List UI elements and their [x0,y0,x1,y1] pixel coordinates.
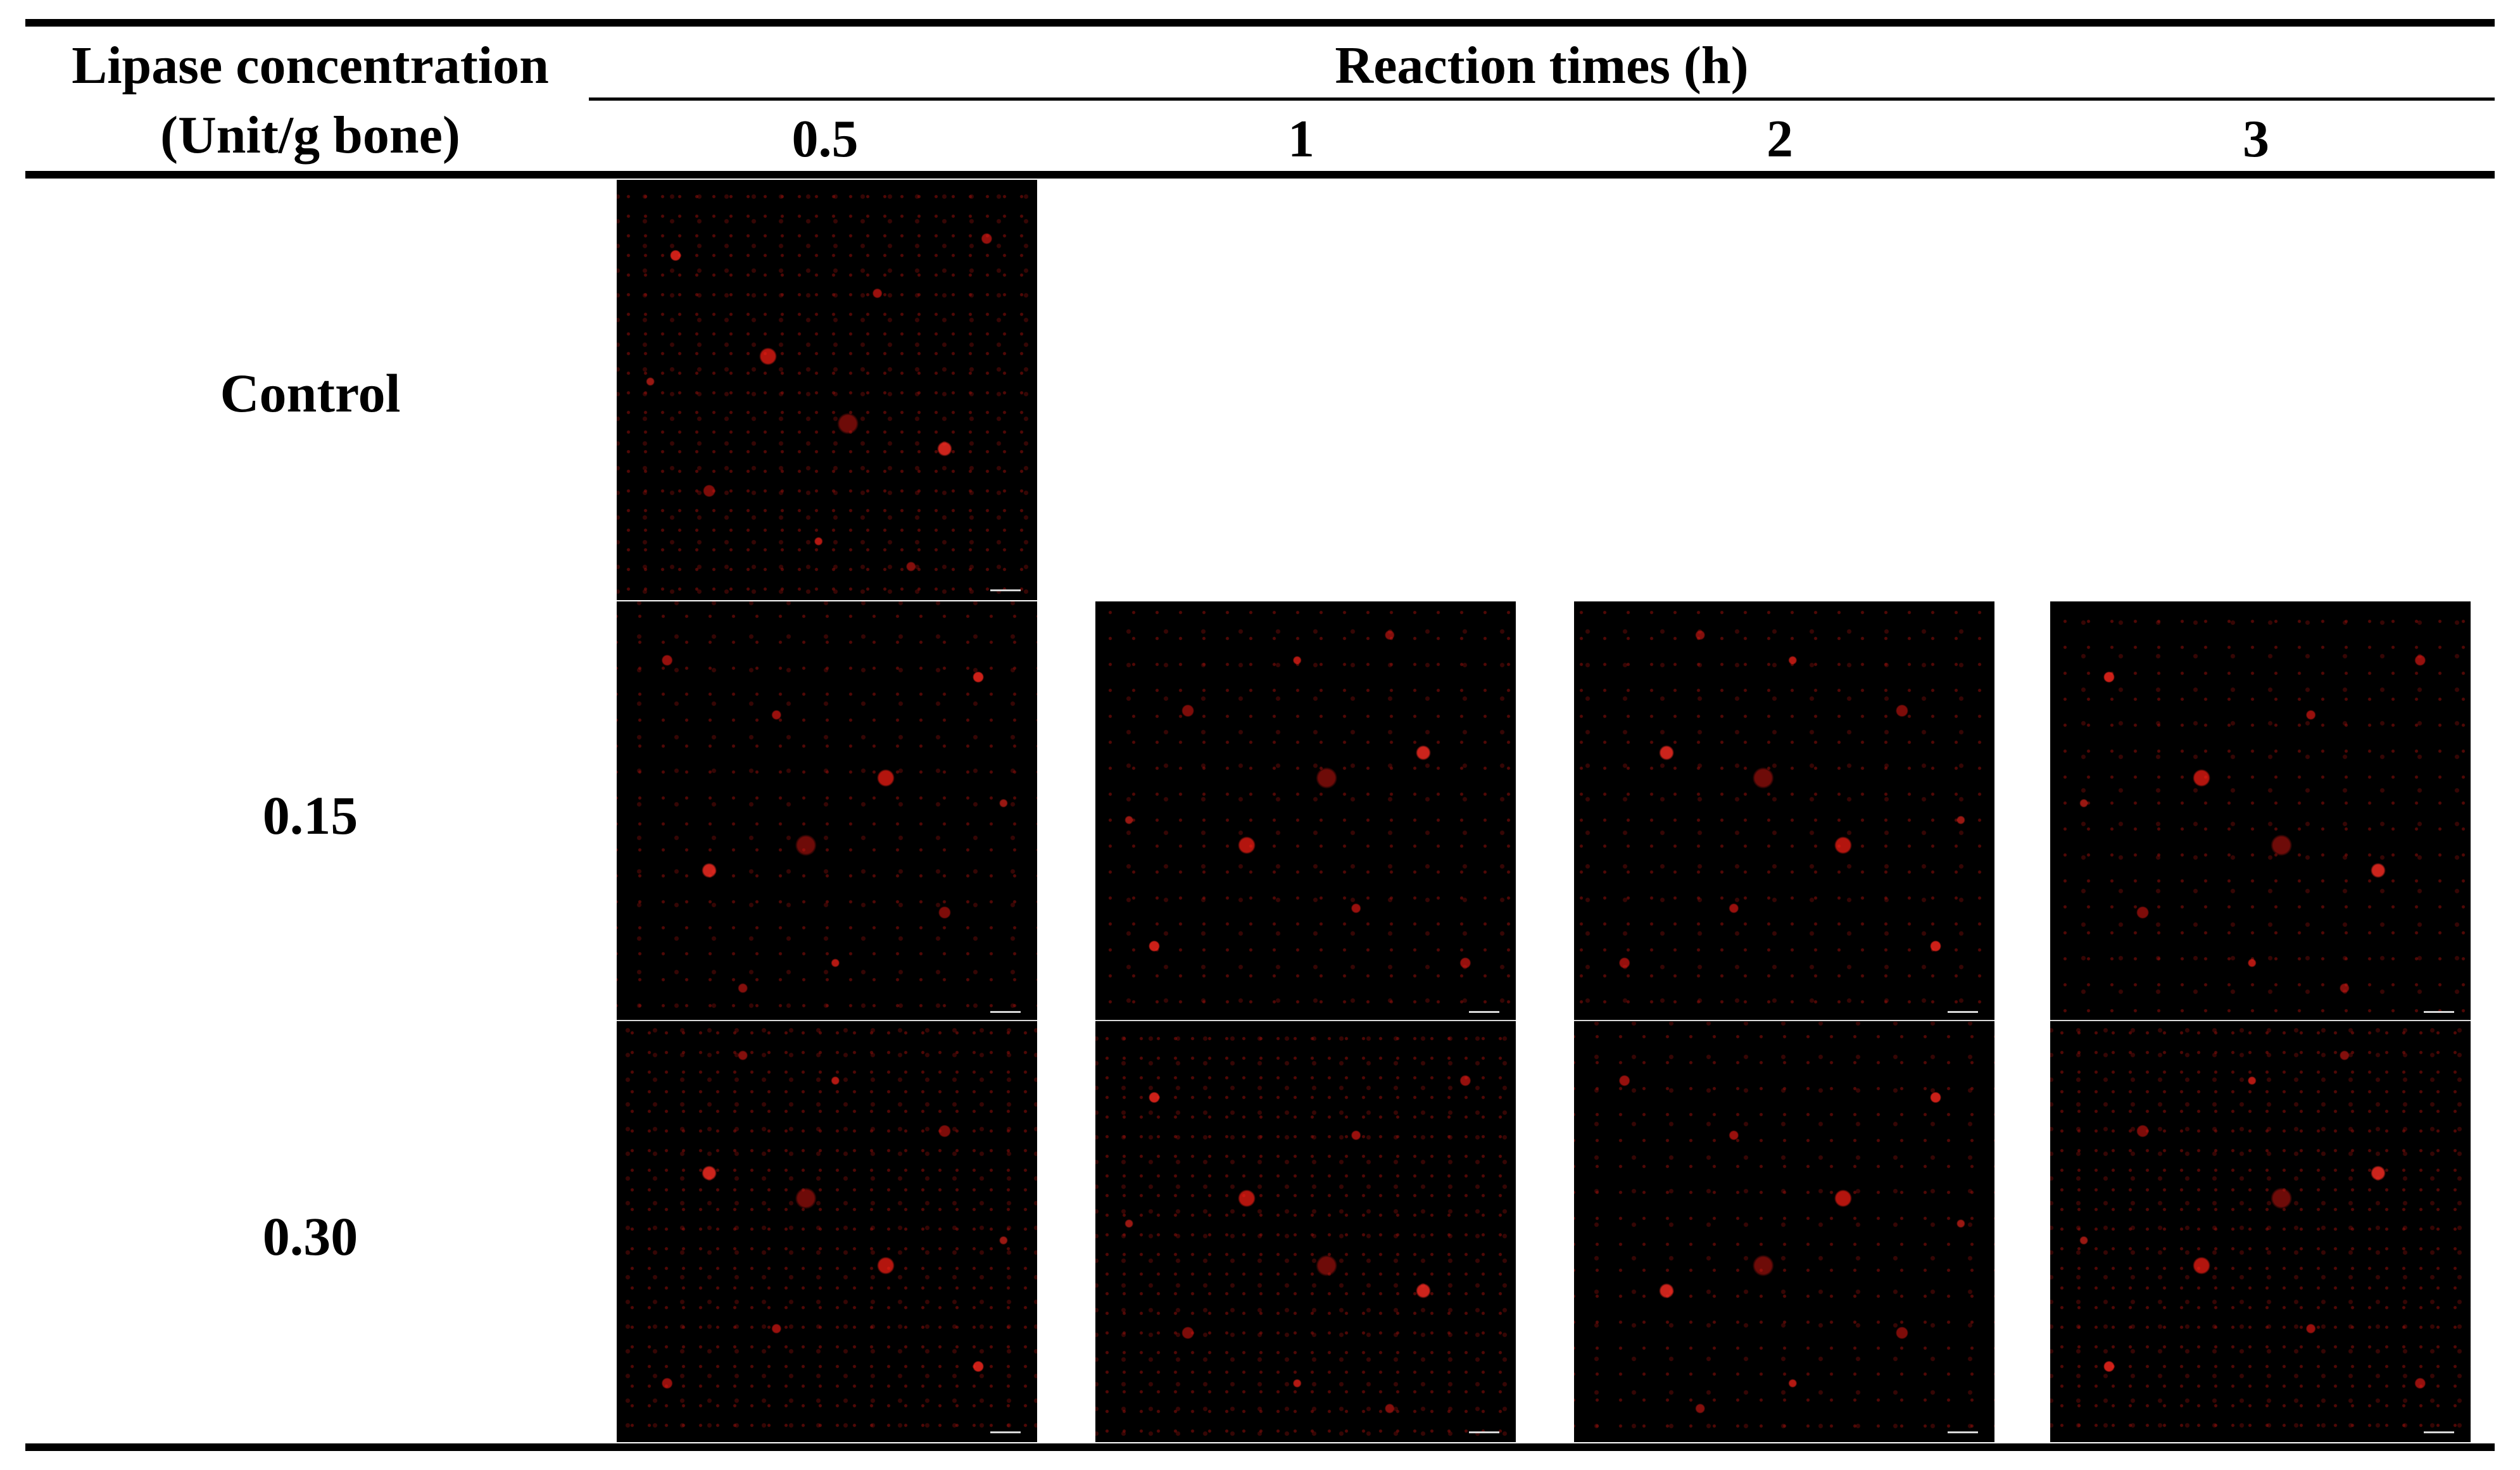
scale-bar [990,1431,1021,1433]
reaction-times-span-rule [589,97,2495,101]
time-header-0-5: 0.5 [791,110,859,168]
scale-bar [1469,1011,1499,1013]
scale-bar [990,589,1021,591]
micrograph-0-15-3h [2050,601,2471,1022]
micrograph-0-30-0-5h [617,1022,1037,1442]
scale-bar [1948,1431,1978,1433]
micrograph-0-30-1h [1095,1022,1516,1442]
time-header-3: 3 [2243,110,2269,168]
row-separator-line [617,1020,2471,1021]
row-label-control: Control [220,363,401,424]
micrograph-0-15-1h [1095,601,1516,1022]
micrograph-control-0-5h [617,180,1037,600]
scale-bar [2424,1011,2454,1013]
lipase-header-line2: (Unit/g bone) [160,106,460,165]
table-header-rule [25,171,2495,179]
table-bottom-rule [25,1443,2495,1451]
time-header-1: 1 [1288,110,1314,168]
row-label-0-15: 0.15 [262,785,358,846]
micrograph-0-15-2h [1574,601,1994,1022]
scale-bar [990,1011,1021,1013]
micrograph-0-15-0-5h [617,601,1037,1022]
scale-bar [1948,1011,1978,1013]
row-label-0-30: 0.30 [262,1206,358,1267]
lipase-header-line1: Lipase concentration [72,36,549,95]
scale-bar [2424,1431,2454,1433]
micrograph-0-30-2h [1574,1022,1994,1442]
micrograph-0-30-3h [2050,1022,2471,1442]
time-header-2: 2 [1767,110,1793,168]
table-top-rule [25,19,2495,27]
reaction-times-header: Reaction times (h) [1335,36,1749,95]
scale-bar [1469,1431,1499,1433]
